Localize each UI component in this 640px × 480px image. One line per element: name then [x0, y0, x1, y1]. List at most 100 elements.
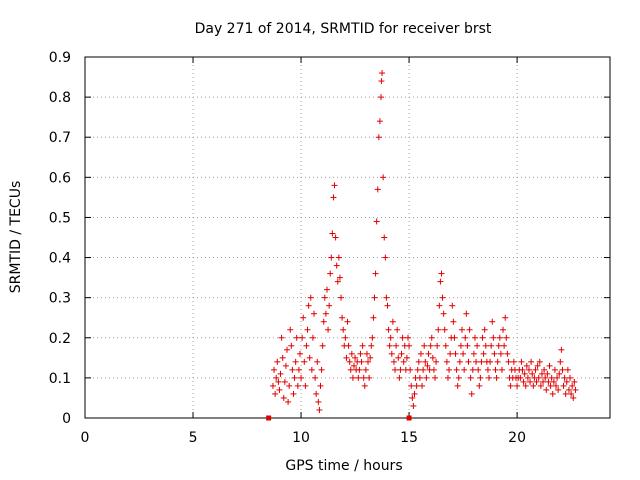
- data-point: [302, 382, 309, 389]
- zero-markers: [266, 415, 412, 421]
- data-point: [548, 374, 555, 381]
- data-point: [449, 302, 456, 309]
- y-tick-label: 0.3: [49, 291, 71, 307]
- data-point: [490, 334, 497, 341]
- data-point: [535, 374, 542, 381]
- data-point: [306, 354, 313, 361]
- data-point: [325, 326, 332, 333]
- data-point: [545, 378, 552, 385]
- data-point: [442, 342, 449, 349]
- data-point: [568, 390, 575, 397]
- data-point: [330, 194, 337, 201]
- data-point: [340, 326, 347, 333]
- data-point: [294, 382, 301, 389]
- data-point: [533, 378, 540, 385]
- y-tick-label: 0.8: [49, 90, 71, 106]
- data-point: [534, 362, 541, 369]
- data-point: [554, 374, 561, 381]
- data-point: [398, 350, 405, 357]
- data-point: [547, 382, 554, 389]
- data-point: [326, 302, 333, 309]
- data-point: [451, 334, 458, 341]
- data-point: [465, 358, 472, 365]
- zero-marker: [406, 415, 412, 421]
- data-point: [356, 366, 363, 373]
- data-point: [395, 354, 402, 361]
- data-point: [438, 270, 445, 277]
- data-point: [406, 342, 413, 349]
- data-point: [335, 254, 342, 261]
- data-point: [288, 342, 295, 349]
- data-point: [447, 350, 454, 357]
- y-tick-label: 0.1: [49, 371, 71, 387]
- data-point: [475, 366, 482, 373]
- data-point: [432, 374, 438, 381]
- data-point: [289, 366, 296, 373]
- data-point: [362, 366, 369, 373]
- data-point: [470, 350, 477, 357]
- data-point: [368, 342, 375, 349]
- data-point: [428, 334, 435, 341]
- y-tick-label: 0.4: [49, 251, 71, 267]
- data-point: [552, 382, 559, 389]
- data-point: [355, 374, 362, 381]
- data-point: [349, 374, 356, 381]
- data-point: [344, 318, 351, 325]
- data-point: [487, 358, 494, 365]
- data-point: [399, 334, 406, 341]
- data-point: [312, 374, 319, 381]
- data-points: [269, 70, 579, 413]
- data-point: [274, 358, 281, 365]
- data-point: [361, 382, 368, 389]
- data-point: [505, 358, 512, 365]
- data-point: [273, 374, 280, 381]
- data-point: [494, 358, 501, 365]
- data-point: [456, 358, 463, 365]
- data-point: [293, 334, 300, 341]
- data-point: [421, 342, 428, 349]
- data-point: [480, 350, 487, 357]
- data-point: [497, 350, 504, 357]
- data-point: [352, 354, 359, 361]
- data-point: [510, 358, 517, 365]
- data-point: [390, 358, 397, 365]
- data-point: [536, 358, 543, 365]
- data-point: [504, 350, 511, 357]
- y-tick-labels: 0 0.1 0.2 0.3 0.4 0.5 0.6 0.7 0.8 0.9: [49, 50, 71, 427]
- data-point: [338, 294, 345, 301]
- data-point: [309, 334, 316, 341]
- y-tick-label: 0: [62, 411, 71, 427]
- data-point: [282, 362, 289, 369]
- data-point: [359, 342, 366, 349]
- data-point: [436, 302, 443, 309]
- data-point: [311, 310, 318, 317]
- data-point: [550, 378, 557, 385]
- data-point: [520, 378, 527, 385]
- data-point: [415, 358, 422, 365]
- data-point: [329, 230, 336, 237]
- axis-ticks: [84, 56, 610, 419]
- data-point: [551, 366, 558, 373]
- data-point: [567, 374, 574, 381]
- data-point: [348, 350, 355, 357]
- data-point: [443, 358, 450, 365]
- data-point: [544, 370, 551, 377]
- data-point: [491, 350, 498, 357]
- data-point: [387, 334, 394, 341]
- zero-marker: [266, 415, 272, 421]
- data-point: [502, 314, 509, 321]
- y-tick-label: 0.6: [49, 170, 71, 186]
- data-point: [527, 378, 534, 385]
- data-point: [413, 382, 420, 389]
- data-point: [571, 378, 578, 385]
- data-point: [540, 378, 547, 385]
- data-point: [373, 218, 380, 225]
- data-point: [292, 358, 299, 365]
- data-point: [320, 318, 327, 325]
- data-point: [437, 278, 444, 285]
- data-point: [560, 382, 567, 389]
- data-point: [272, 390, 279, 397]
- data-point: [342, 334, 349, 341]
- data-point: [434, 342, 441, 349]
- data-point: [517, 374, 524, 381]
